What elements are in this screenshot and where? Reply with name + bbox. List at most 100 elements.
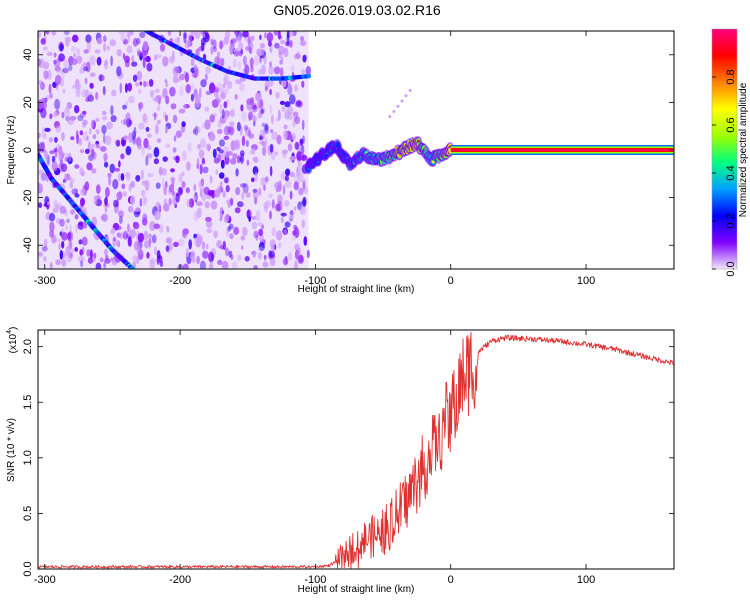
noise-speckle <box>196 201 203 207</box>
noise-speckle <box>192 256 196 264</box>
noise-speckle <box>281 79 287 88</box>
noise-speckle <box>104 161 109 168</box>
noise-speckle <box>191 83 194 89</box>
noise-speckle <box>273 66 281 75</box>
noise-speckle <box>141 195 147 207</box>
noise-speckle <box>153 112 157 121</box>
noise-speckle <box>283 229 287 236</box>
noise-speckle <box>110 115 117 123</box>
noise-speckle <box>59 218 65 227</box>
noise-speckle <box>115 139 121 147</box>
noise-speckle <box>61 232 68 241</box>
noise-speckle <box>285 180 292 188</box>
noise-speckle <box>103 42 107 52</box>
ridge-core <box>307 167 311 171</box>
noise-speckle <box>185 83 192 94</box>
noise-speckle <box>269 104 273 114</box>
noise-speckle <box>193 236 201 247</box>
noise-speckle <box>44 150 48 160</box>
noise-speckle <box>250 35 255 41</box>
noise-speckle <box>168 197 172 206</box>
noise-speckle <box>259 98 264 110</box>
noise-speckle <box>133 241 139 251</box>
noise-speckle <box>66 102 69 114</box>
noise-speckle <box>64 208 68 217</box>
noise-speckle <box>145 55 151 63</box>
x-tick-label: 100 <box>577 574 595 586</box>
noise-speckle <box>89 82 94 89</box>
noise-speckle <box>102 115 108 121</box>
noise-speckle <box>292 230 297 236</box>
noise-speckle <box>165 95 170 105</box>
heatmap-x-axis: -300 -200 -100 0 100 <box>34 31 595 287</box>
noise-speckle <box>110 227 116 234</box>
noise-speckle <box>271 199 275 209</box>
noise-speckle <box>83 66 88 72</box>
noise-speckle <box>105 187 110 198</box>
noise-speckle <box>149 220 156 231</box>
noise-speckle <box>283 200 290 207</box>
noise-speckle <box>131 130 136 141</box>
noise-speckle <box>143 230 149 241</box>
noise-speckle <box>186 198 192 208</box>
noise-speckle <box>258 187 262 196</box>
colorbar-gradient <box>712 29 737 269</box>
noise-speckle <box>181 121 186 128</box>
noise-speckle <box>301 154 308 161</box>
noise-speckle <box>209 261 214 269</box>
noise-speckle <box>43 70 49 80</box>
noise-speckle <box>70 136 75 141</box>
noise-speckle <box>136 70 143 81</box>
noise-speckle <box>228 223 234 230</box>
noise-speckle <box>147 173 154 178</box>
noise-speckle <box>245 46 252 51</box>
noise-speckle <box>124 172 131 177</box>
noise-speckle <box>277 242 282 249</box>
noise-speckle <box>294 243 300 251</box>
noise-speckle <box>234 139 241 151</box>
noise-speckle <box>103 59 109 70</box>
noise-speckle <box>120 119 125 125</box>
noise-speckle <box>104 196 108 207</box>
noise-speckle <box>135 82 139 87</box>
noise-speckle <box>280 212 287 217</box>
noise-speckle <box>116 66 122 77</box>
sparse-points <box>388 89 412 119</box>
noise-speckle <box>79 112 86 118</box>
noise-speckle <box>279 100 285 105</box>
noise-speckle <box>151 112 158 117</box>
noise-speckle <box>132 221 140 230</box>
noise-speckle <box>212 148 217 159</box>
y-tick-label: 0.0 <box>22 561 34 576</box>
noise-speckle <box>225 151 230 159</box>
noise-speckle <box>91 143 94 150</box>
noise-speckle <box>200 138 207 149</box>
noise-speckle <box>255 210 261 222</box>
noise-speckle <box>83 49 89 54</box>
noise-speckle <box>132 37 139 47</box>
noise-speckle <box>115 239 119 246</box>
noise-speckle <box>142 57 146 69</box>
noise-speckle <box>156 138 162 143</box>
noise-speckle <box>259 48 265 56</box>
noise-speckle <box>221 108 225 120</box>
noise-speckle <box>263 54 267 65</box>
noise-speckle <box>161 177 165 188</box>
noise-speckle <box>65 254 73 263</box>
noise-speckle <box>246 100 253 111</box>
noise-speckle <box>49 113 53 120</box>
noise-speckle <box>223 76 228 85</box>
noise-speckle <box>281 105 286 112</box>
sparse-point <box>400 99 404 103</box>
noise-speckle <box>233 226 240 235</box>
noise-speckle <box>271 227 276 237</box>
y-tick-label: 2.0 <box>22 339 34 354</box>
noise-speckle <box>206 143 211 151</box>
noise-speckle <box>139 31 146 39</box>
noise-speckle <box>178 173 183 183</box>
noise-speckle <box>269 210 272 220</box>
noise-speckle <box>229 121 235 128</box>
noise-speckle <box>173 241 179 247</box>
noise-speckle <box>274 42 280 49</box>
noise-speckle <box>190 58 195 67</box>
